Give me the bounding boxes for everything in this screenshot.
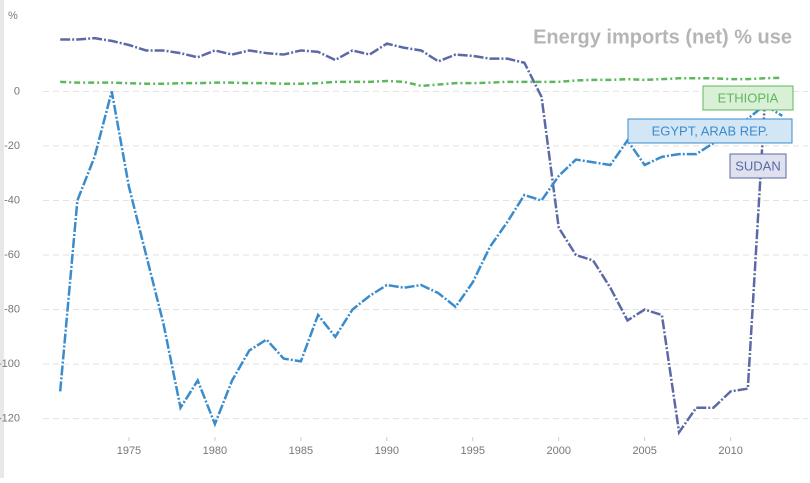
x-tick-label: 1995 xyxy=(461,445,485,457)
y-tick-label: -100 xyxy=(0,358,20,370)
x-tick-label: 1980 xyxy=(203,445,227,457)
chart-title: Energy imports (net) % use xyxy=(533,26,792,48)
series-label: ETHIOPIA xyxy=(702,85,794,111)
series-line xyxy=(60,36,767,436)
y-tick-label: -60 xyxy=(4,249,20,261)
y-tick-label: -20 xyxy=(4,140,20,152)
edge xyxy=(0,0,4,478)
series-line xyxy=(58,91,783,428)
series-label: EGYPT, ARAB REP. xyxy=(627,118,793,144)
x-tick-label: 1985 xyxy=(289,445,313,457)
series-label-text: EGYPT, ARAB REP. xyxy=(652,123,769,138)
y-axis-label: % xyxy=(8,10,18,22)
y-tick-label: 0 xyxy=(14,85,20,97)
y-tick-label: -40 xyxy=(4,194,20,206)
series-label-box xyxy=(729,153,787,179)
x-tick-label: 2010 xyxy=(718,445,742,457)
series-label-text: ETHIOPIA xyxy=(718,90,779,105)
x-tick-label: 2005 xyxy=(632,445,656,457)
x-tick-label: 2000 xyxy=(546,445,570,457)
y-tick-label: -120 xyxy=(0,413,20,425)
series-label-text: SUDAN xyxy=(735,158,781,173)
series-line xyxy=(60,76,783,88)
series-label-box xyxy=(627,118,793,144)
series-label: SUDAN xyxy=(729,153,787,179)
y-tick-label: -80 xyxy=(4,303,20,315)
series-label-box xyxy=(702,85,794,111)
x-tick-label: 1975 xyxy=(117,445,141,457)
x-tick-label: 1990 xyxy=(375,445,399,457)
